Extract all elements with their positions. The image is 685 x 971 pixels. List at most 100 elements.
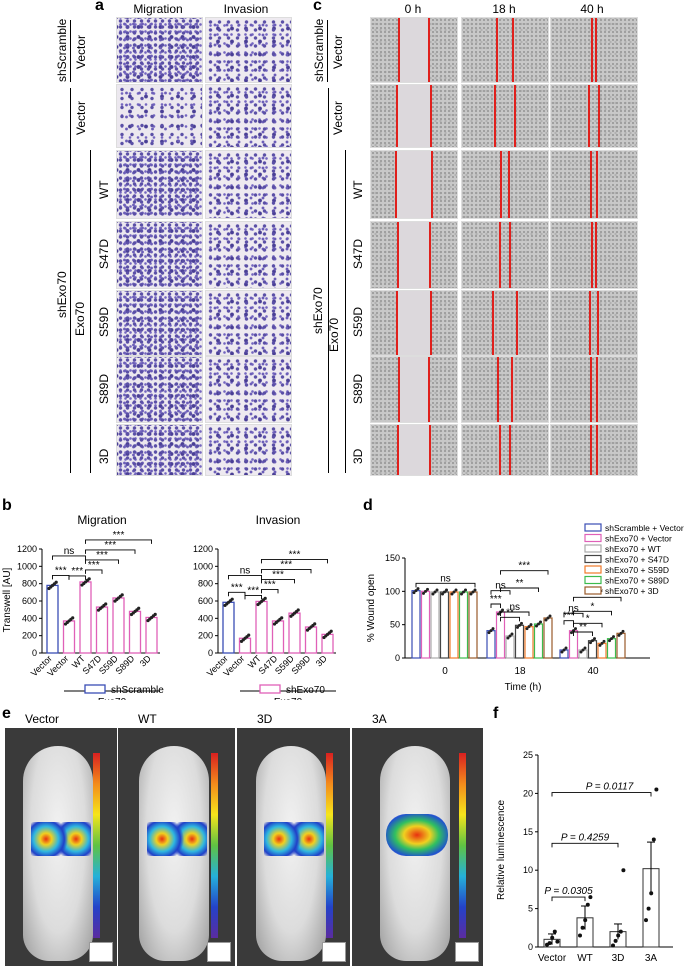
x-tick-label: 3D — [314, 653, 330, 669]
data-point — [608, 639, 611, 643]
legend-swatch — [259, 684, 281, 694]
legend-label: shExo70 + S47D — [605, 555, 669, 565]
bar — [46, 584, 59, 654]
significance-label: ** — [579, 622, 587, 633]
y-tick-label: 400 — [22, 613, 37, 623]
x-axis-label: Time (h) — [505, 682, 542, 693]
bar — [411, 590, 421, 659]
wound-edge-line — [430, 85, 432, 147]
bioluminescence-image — [5, 728, 117, 966]
wound-image — [461, 290, 549, 356]
data-point — [424, 589, 427, 593]
data-point — [412, 591, 416, 595]
data-point — [574, 627, 577, 631]
significance-bracket — [261, 578, 295, 584]
data-point — [431, 592, 435, 596]
transwell-image-migration — [116, 150, 203, 219]
bar — [79, 581, 92, 654]
significance-label: *** — [104, 540, 116, 551]
data-point — [613, 938, 618, 943]
row-label-c-4: S59D — [351, 306, 365, 337]
wound-edge-line — [590, 151, 592, 218]
wound-image — [550, 356, 638, 423]
y-tick-label: 0 — [528, 942, 533, 952]
bracket-line — [328, 88, 329, 473]
wound-edge-line — [499, 425, 501, 475]
transwell-image-migration — [116, 84, 203, 148]
y-tick-label: 600 — [22, 596, 37, 606]
data-point — [263, 596, 267, 600]
transwell-image-migration — [116, 424, 203, 476]
bar — [222, 601, 235, 654]
bracket-line — [327, 20, 328, 82]
bar — [288, 612, 301, 654]
data-point — [611, 943, 615, 948]
data-point — [529, 623, 533, 627]
wound-edge-line — [591, 18, 593, 82]
bar — [420, 590, 431, 659]
y-tick-label: 0 — [208, 648, 213, 658]
data-point — [621, 868, 626, 873]
row-label-3: S47D — [97, 238, 111, 269]
wound-edge-line — [428, 18, 430, 82]
data-point — [414, 589, 418, 593]
significance-bracket — [85, 539, 152, 544]
wound-edge-line — [516, 291, 518, 355]
data-point — [621, 629, 625, 633]
data-point — [539, 620, 542, 624]
column-header-0h: 0 h — [404, 2, 422, 16]
y-tick-label: 600 — [198, 596, 213, 606]
wound-gap — [399, 357, 429, 422]
wound-edge-line — [597, 291, 599, 355]
data-point — [580, 925, 585, 930]
wound-edge-line — [396, 291, 398, 355]
bar — [95, 606, 109, 654]
y-tick-label: 200 — [22, 631, 37, 641]
x-tick-label: S89D — [289, 653, 312, 676]
data-point — [491, 627, 495, 631]
y-tick-label: 800 — [22, 579, 37, 589]
significance-bracket — [573, 622, 603, 628]
label-shscramble-c: shScramble — [312, 18, 326, 82]
wound-image — [550, 424, 638, 476]
label-shexo70-a: shExo70 — [55, 271, 69, 318]
legend-label: shExo70 + WT — [605, 544, 661, 554]
y-tick-label: 1000 — [17, 561, 37, 571]
bracket-line — [70, 88, 71, 473]
x-tick-label: 40 — [587, 666, 599, 677]
wound-edge-line — [591, 222, 593, 288]
wound-edge-line — [595, 222, 597, 288]
x-tick-label: S89D — [113, 653, 136, 676]
wound-edge-line — [590, 357, 592, 422]
data-point — [591, 639, 594, 643]
color-scale-box — [322, 942, 346, 962]
bar — [458, 591, 469, 659]
data-point — [516, 625, 519, 629]
row-label-c-0: Vector — [331, 34, 345, 69]
significance-bracket — [551, 792, 652, 797]
x-tick-label: WT — [577, 953, 593, 964]
color-scale-box — [207, 942, 231, 962]
legend-swatch — [584, 565, 602, 574]
luminescence-signal — [385, 814, 448, 856]
wound-edge-line — [595, 18, 597, 82]
data-point — [104, 602, 108, 606]
wound-edge-line — [494, 85, 496, 147]
row-label-c-1: Vector — [331, 100, 345, 135]
significance-bracket — [68, 575, 86, 580]
significance-bracket — [500, 616, 520, 622]
wound-image — [370, 290, 458, 356]
significance-bracket — [52, 555, 86, 560]
transwell-image-migration — [116, 290, 203, 356]
significance-bracket — [500, 587, 539, 592]
luminescence-signal — [31, 822, 91, 856]
significance-bracket — [573, 596, 622, 602]
data-point — [602, 639, 606, 643]
panel-e-label: e — [2, 705, 11, 722]
legend-label: shExo70 + S59D — [605, 565, 669, 575]
bar — [468, 591, 478, 659]
legend-label: shScramble — [111, 685, 164, 696]
data-point — [445, 588, 448, 592]
significance-label: *** — [272, 569, 284, 580]
y-tick-label: 1000 — [193, 561, 213, 571]
